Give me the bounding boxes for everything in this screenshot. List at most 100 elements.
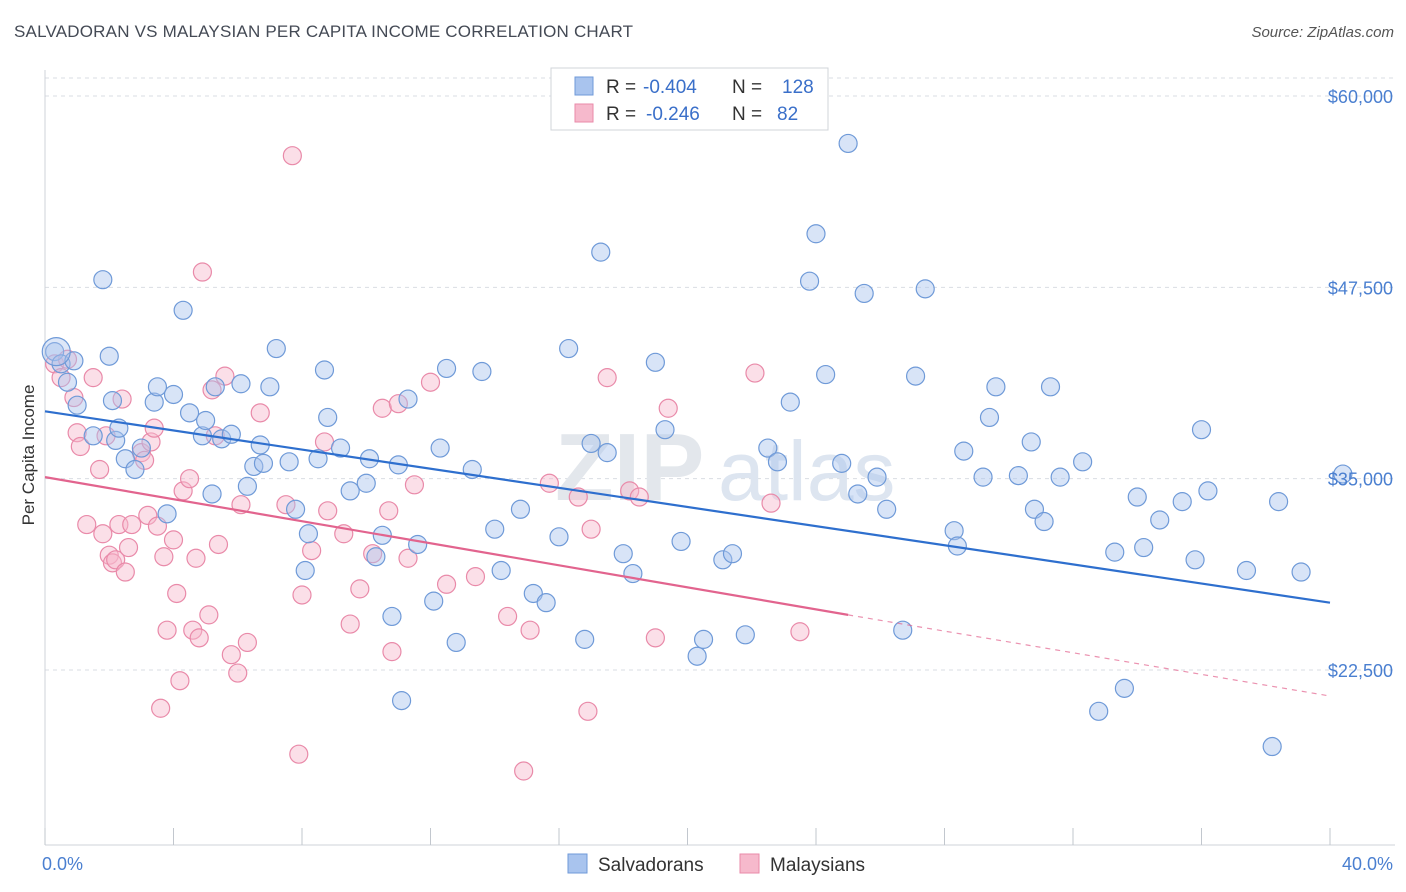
legend-swatch-salvadorans	[574, 76, 594, 96]
malaysian-point-78	[658, 398, 678, 418]
malaysian-point-28	[163, 530, 184, 550]
salvadoran-point-90	[893, 620, 913, 640]
bottom-legend-swatch-salvadorans	[567, 853, 588, 874]
salvadoran-point-39	[318, 407, 338, 428]
salvadoran-point-113	[1185, 550, 1205, 570]
malaysian-point-67	[498, 606, 518, 627]
malaysian-point-59	[379, 501, 399, 521]
salvadoran-point-82	[806, 224, 826, 244]
salvadoran-point-59	[510, 499, 531, 519]
salvadoran-point-21	[196, 410, 216, 431]
bottom-legend: Salvadorans Malaysians	[567, 853, 865, 876]
salvadoran-point-102	[1034, 511, 1054, 532]
salvadoran-point-33	[279, 452, 299, 472]
malaysian-point-73	[581, 519, 601, 539]
bottom-legend-malaysians: Malaysians	[770, 855, 865, 876]
watermark: ZIP atlas	[555, 414, 895, 521]
malaysian-point-40	[208, 534, 229, 555]
malaysian-point-17	[118, 537, 139, 558]
salvadoran-point-50	[408, 534, 428, 555]
salvadoran-point-96	[973, 467, 993, 487]
legend-r-label-1: R =	[606, 77, 636, 98]
salvadoran-point-79	[767, 452, 788, 472]
malaysian-point-6	[77, 514, 97, 535]
malaysian-point-65	[436, 574, 457, 594]
salvadoran-point-87	[854, 283, 874, 304]
salvadoran-point-78	[758, 438, 778, 458]
malaysian-point-53	[318, 501, 338, 521]
salvadoran-point-63	[559, 338, 579, 359]
malaysian-points	[45, 146, 810, 781]
malaysian-point-55	[340, 614, 360, 634]
salvadoran-point-92	[915, 279, 935, 299]
salvadoran-point-100	[1021, 432, 1041, 452]
salvadoran-point-91	[905, 366, 926, 386]
malaysian-point-42	[221, 645, 241, 665]
salvadoran-point-76	[722, 544, 743, 564]
x-tick-labels: 0.0% 40.0%	[42, 854, 1393, 874]
legend-r-value-1: -0.404	[643, 77, 697, 98]
salvadoran-point-64	[575, 629, 595, 649]
salvadoran-point-34	[285, 499, 306, 519]
salvadoran-point-111	[1150, 510, 1170, 530]
malaysian-point-47	[276, 495, 296, 515]
salvadoran-point-53	[436, 358, 457, 379]
malaysian-point-49	[289, 744, 309, 764]
malaysian-point-35	[189, 628, 209, 648]
malaysian-point-68	[514, 761, 534, 781]
x-tick-label-min: 0.0%	[42, 854, 83, 874]
salvadoran-point-26	[231, 374, 251, 394]
salvadoran-point-35	[295, 560, 315, 581]
malaysian-point-43	[228, 663, 248, 683]
malaysian-point-76	[629, 487, 649, 507]
salvadoran-point-117	[1262, 736, 1282, 757]
legend-box	[550, 67, 829, 131]
watermark-zip: ZIP	[555, 414, 704, 521]
salvadoran-point-12	[125, 459, 145, 480]
salvadoran-point-109	[1127, 487, 1147, 507]
salvadoran-point-4	[67, 395, 87, 415]
malaysian-point-25	[151, 698, 171, 718]
malaysian-point-7	[83, 368, 103, 388]
salvadoran-cluster-marker	[41, 337, 71, 367]
salvadoran-point-57	[485, 519, 505, 539]
salvadoran-point-77	[735, 625, 755, 645]
salvadoran-points	[41, 133, 1353, 757]
salvadoran-point-85	[838, 133, 858, 154]
malaysian-point-63	[404, 475, 425, 495]
malaysian-point-75	[620, 481, 640, 501]
chart-title: SALVADORAN VS MALAYSIAN PER CAPITA INCOM…	[14, 22, 634, 41]
salvadoran-point-115	[1198, 481, 1218, 501]
malaysian-point-15	[112, 389, 132, 409]
salvadoran-point-72	[671, 531, 691, 552]
salvadoran-point-97	[979, 407, 1000, 428]
y-axis-label: Per Capita Income	[19, 385, 38, 526]
malaysian-point-27	[157, 620, 177, 640]
malaysian-point-26	[154, 547, 174, 567]
malaysian-point-52	[314, 432, 335, 452]
malaysian-point-81	[790, 622, 810, 642]
salvadoran-point-31	[260, 377, 280, 397]
salvadoran-point-70	[645, 352, 665, 372]
salvadoran-point-74	[693, 629, 714, 649]
y-tick-label-0: $22,500	[1328, 661, 1393, 681]
salvadoran-point-5	[83, 426, 103, 446]
salvadoran-point-9	[106, 430, 126, 450]
malaysian-point-8	[90, 459, 110, 480]
malaysian-point-74	[597, 368, 617, 388]
salvadoran-point-6	[93, 270, 113, 290]
malaysian-point-45	[237, 632, 257, 653]
salvadoran-point-89	[877, 499, 897, 519]
salvadoran-point-19	[179, 403, 200, 423]
salvadoran-point-51	[424, 591, 444, 611]
legend-n-label-1: N =	[732, 77, 762, 98]
legend: R = -0.404 N = 128 R = -0.246 N = 82	[550, 67, 829, 131]
salvadoran-point-15	[147, 377, 168, 397]
malaysian-point-48	[282, 146, 302, 166]
malaysian-point-69	[520, 620, 540, 640]
salvadoran-point-56	[472, 361, 492, 382]
salvadoran-point-49	[398, 389, 418, 409]
y-tick-label-2: $47,500	[1328, 278, 1393, 298]
malaysian-point-66	[465, 567, 486, 587]
salvadoran-point-61	[536, 593, 556, 613]
